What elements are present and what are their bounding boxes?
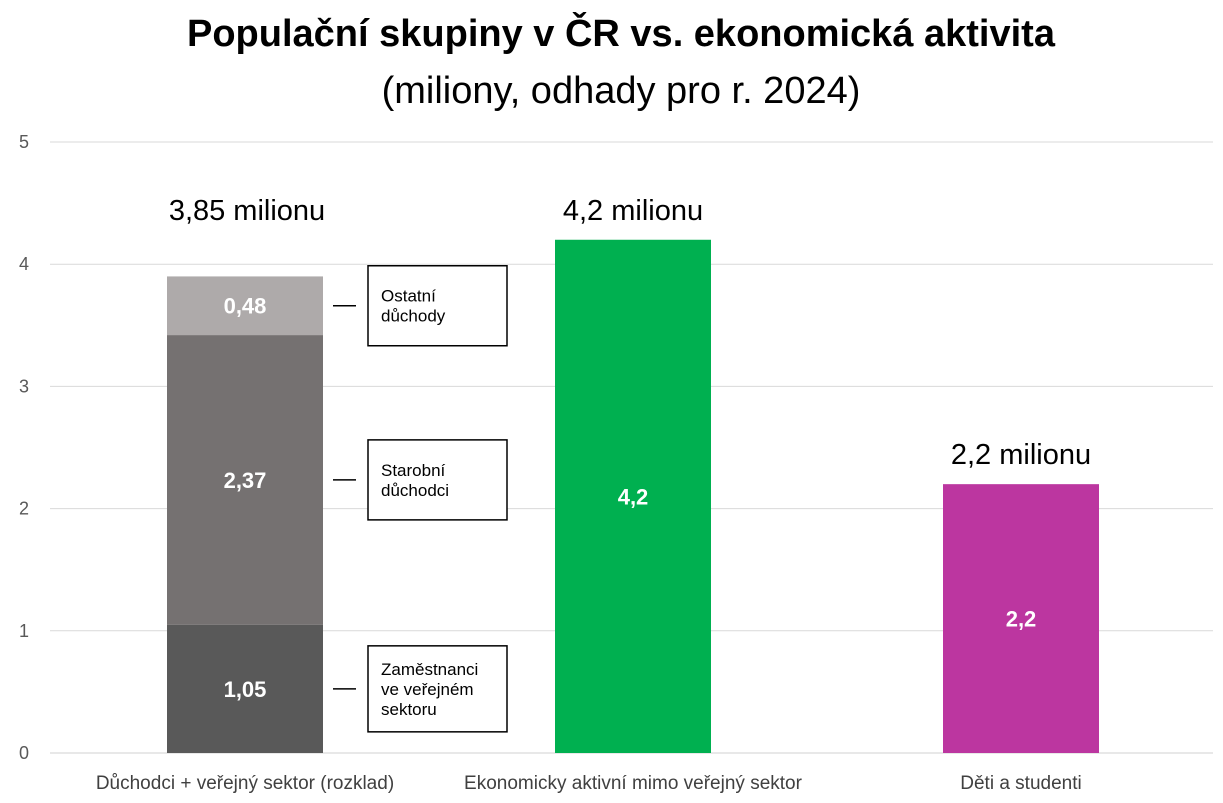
x-category-label: Ekonomicky aktivní mimo veřejný sektor <box>464 773 803 794</box>
y-axis: 0 1 2 3 4 5 <box>19 132 29 763</box>
segment-value-label: 2,37 <box>224 468 267 493</box>
bar-segment <box>167 624 323 753</box>
segment-value-label: 0,48 <box>224 294 267 319</box>
y-tick-label: 2 <box>19 499 29 519</box>
bar-segment <box>555 239 711 753</box>
callout-text: ve veřejném <box>381 680 474 699</box>
bar-total-label: 4,2 milionu <box>563 195 703 227</box>
data-labels: 1,05 2,37 0,48 3,85 milionu 4,2 4,2 milionu 2,… <box>169 195 1091 702</box>
callout-box <box>367 439 508 521</box>
callout-text: Starobní <box>381 461 446 480</box>
bars <box>167 239 1099 753</box>
y-tick-label: 0 <box>19 743 29 763</box>
x-category-label: Děti a studenti <box>960 773 1081 794</box>
y-tick-label: 3 <box>19 376 29 396</box>
y-tick-label: 1 <box>19 621 29 641</box>
bar-total-label: 3,85 milionu <box>169 195 325 227</box>
segment-value-label: 2,2 <box>1006 607 1037 632</box>
y-tick-label: 5 <box>19 132 29 152</box>
x-axis: Důchodci + veřejný sektor (rozklad) Ekono… <box>96 773 1082 794</box>
y-tick-label: 4 <box>19 254 29 274</box>
callout-text: sektoru <box>381 700 437 719</box>
callout-box <box>367 264 508 347</box>
bar-total-label: 2,2 milionu <box>951 439 1091 471</box>
chart-subtitle: (miliony, odhady pro r. 2024) <box>382 70 861 112</box>
x-category-label: Důchodci + veřejný sektor (rozklad) <box>96 773 394 794</box>
chart-title: Populační skupiny v ČR vs. ekonomická ak… <box>187 10 1056 55</box>
callout-text: důchodci <box>381 481 449 500</box>
callout-text: Zaměstnanci <box>381 660 478 679</box>
callout-text: důchody <box>381 307 446 326</box>
bar-segment <box>167 335 323 625</box>
bar-segment <box>167 276 323 336</box>
segment-value-label: 4,2 <box>618 484 649 509</box>
segment-value-label: 1,05 <box>224 677 267 702</box>
bar-segment <box>943 484 1099 753</box>
callout-text: Ostatní <box>381 287 436 306</box>
callout-box <box>367 645 508 733</box>
